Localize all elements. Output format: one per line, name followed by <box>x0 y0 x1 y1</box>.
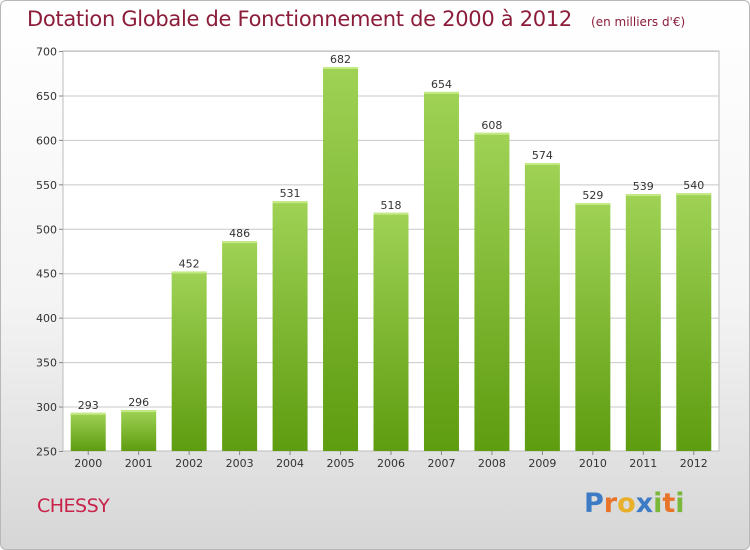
data-label-2009: 574 <box>532 149 553 162</box>
x-tick-label: 2002 <box>175 457 203 470</box>
y-tick-label: 650 <box>36 90 57 103</box>
bar-top-edge <box>423 91 459 94</box>
bar-2007 <box>423 91 459 451</box>
bar-top-edge <box>171 271 207 274</box>
chart-title: Dotation Globale de Fonctionnement de 20… <box>27 7 572 31</box>
bar-2004 <box>272 201 308 451</box>
bar-2000 <box>70 412 106 451</box>
bar-top-edge <box>524 163 560 165</box>
bar-2001 <box>121 410 157 451</box>
x-tick-label: 2008 <box>478 457 506 470</box>
data-label-2011: 539 <box>633 180 654 193</box>
bar-2003 <box>222 241 258 451</box>
data-label-2005: 682 <box>330 53 351 66</box>
bar-top-edge <box>272 201 308 204</box>
bar-2011 <box>625 194 661 451</box>
bar-top-edge <box>625 194 661 197</box>
bar-2005 <box>323 67 359 451</box>
data-label-2003: 486 <box>229 227 250 240</box>
x-tick-label: 2006 <box>377 457 405 470</box>
y-tick-label: 250 <box>36 446 57 459</box>
logo-letter: P <box>584 488 604 519</box>
logo-letter: x <box>635 488 654 519</box>
data-label-2012: 540 <box>683 179 704 192</box>
x-tick-label: 2000 <box>74 457 102 470</box>
logo-letter: r <box>603 488 618 519</box>
bar-top-edge <box>222 241 258 244</box>
bar-top-edge <box>676 193 712 196</box>
bar-2006 <box>373 212 409 451</box>
x-tick-label: 2005 <box>327 457 355 470</box>
x-tick-label: 2003 <box>226 457 254 470</box>
data-label-2004: 531 <box>280 187 301 200</box>
bar-top-edge <box>70 412 106 415</box>
y-tick-label: 700 <box>36 46 57 59</box>
data-label-2010: 529 <box>582 189 603 202</box>
data-label-2001: 296 <box>128 396 149 409</box>
data-label-2002: 452 <box>179 257 200 270</box>
logo-letter: i <box>675 488 685 519</box>
x-tick-label: 2007 <box>427 457 455 470</box>
y-tick-label: 350 <box>36 357 57 370</box>
x-tick-label: 2009 <box>528 457 556 470</box>
chart-title-block: Dotation Globale de Fonctionnement de 20… <box>27 7 685 31</box>
logo-letter: t <box>662 488 676 519</box>
y-tick-label: 300 <box>36 401 57 414</box>
y-tick-label: 450 <box>36 268 57 281</box>
bar-top-edge <box>323 67 359 69</box>
x-tick-label: 2012 <box>680 457 708 470</box>
bar-top-edge <box>474 132 510 135</box>
logo-letter: i <box>653 488 663 519</box>
bar-2012 <box>676 193 712 451</box>
logo-letter: o <box>617 488 636 519</box>
bar-top-edge <box>575 203 611 205</box>
bar-top-edge <box>121 410 157 413</box>
proxiti-logo: Proxiti <box>584 488 685 519</box>
data-label-2006: 518 <box>381 199 402 212</box>
data-label-2008: 608 <box>481 119 502 132</box>
bar-2008 <box>474 132 510 451</box>
y-tick-label: 500 <box>36 223 57 236</box>
data-label-2000: 293 <box>78 399 99 412</box>
bar-2009 <box>524 163 560 451</box>
y-tick-label: 550 <box>36 179 57 192</box>
x-tick-label: 2010 <box>579 457 607 470</box>
bar-2010 <box>575 203 611 451</box>
y-tick-label: 400 <box>36 312 57 325</box>
x-tick-label: 2011 <box>629 457 657 470</box>
commune-name: CHESSY <box>37 495 110 517</box>
x-tick-label: 2004 <box>276 457 304 470</box>
x-tick-label: 2001 <box>125 457 153 470</box>
y-tick-label: 600 <box>36 134 57 147</box>
bar-top-edge <box>373 212 409 215</box>
data-label-2007: 654 <box>431 78 452 91</box>
chart-unit: (en milliers d'€) <box>591 15 686 29</box>
bar-2002 <box>171 271 207 451</box>
